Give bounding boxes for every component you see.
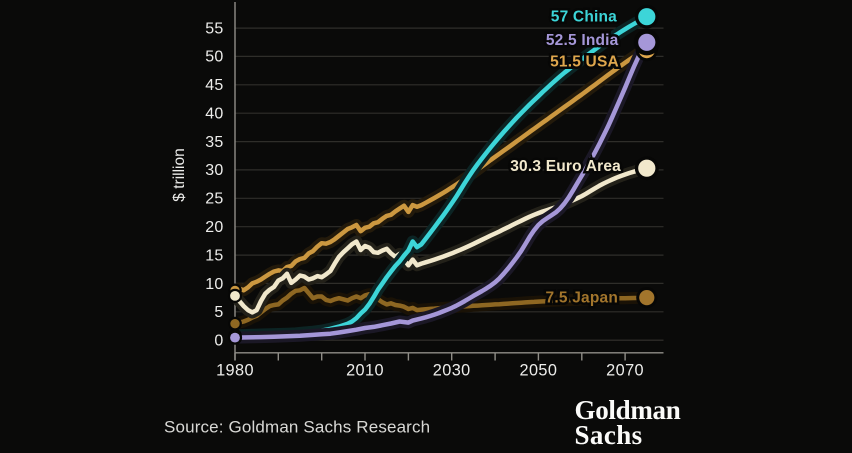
svg-text:10: 10 [205, 276, 223, 293]
svg-text:2030: 2030 [433, 362, 471, 380]
svg-text:Source: Goldman Sachs Research: Source: Goldman Sachs Research [164, 418, 430, 437]
svg-text:Sachs: Sachs [575, 420, 643, 448]
svg-text:50: 50 [205, 49, 223, 66]
svg-text:30: 30 [205, 162, 223, 179]
svg-text:2010: 2010 [346, 362, 384, 380]
svg-text:1980: 1980 [216, 362, 254, 380]
svg-text:40: 40 [205, 106, 223, 123]
svg-text:30.3 Euro Area: 30.3 Euro Area [510, 158, 621, 175]
svg-text:0: 0 [214, 333, 223, 350]
svg-text:15: 15 [205, 247, 223, 264]
svg-text:45: 45 [205, 77, 223, 94]
svg-text:2050: 2050 [519, 362, 557, 380]
svg-text:52.5 India: 52.5 India [546, 32, 619, 49]
svg-text:55: 55 [205, 20, 223, 37]
svg-text:35: 35 [205, 134, 223, 151]
svg-text:51.5 USA: 51.5 USA [550, 54, 619, 71]
svg-text:25: 25 [205, 191, 223, 208]
svg-text:$ trillion: $ trillion [171, 148, 188, 201]
svg-text:Goldman: Goldman [575, 395, 681, 425]
svg-text:20: 20 [205, 219, 223, 236]
svg-text:5: 5 [214, 304, 223, 321]
svg-text:57 China: 57 China [551, 8, 617, 25]
svg-text:2070: 2070 [606, 362, 644, 380]
svg-text:7.5 Japan: 7.5 Japan [546, 290, 618, 307]
